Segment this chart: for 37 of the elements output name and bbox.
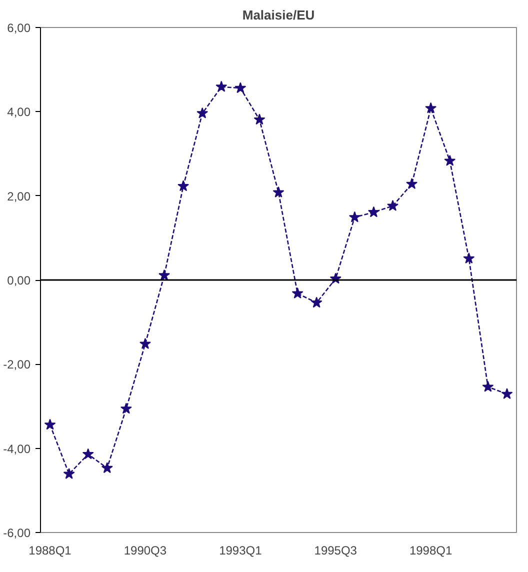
point [44, 418, 56, 430]
point [406, 178, 418, 189]
point [139, 338, 151, 349]
point [120, 402, 132, 414]
point [234, 82, 246, 94]
point [196, 107, 208, 118]
point [444, 154, 456, 166]
y-tick-label: 0,00 [7, 274, 31, 288]
point [101, 462, 113, 474]
x-tick-label: 1993Q1 [219, 544, 262, 558]
point [387, 200, 398, 211]
chart-title: Malaisie/EU [242, 8, 315, 22]
y-tick-label: -4,00 [3, 442, 31, 456]
point [63, 468, 75, 479]
y-tick-label: -2,00 [3, 358, 31, 372]
y-tick-label: 4,00 [7, 105, 31, 120]
point [425, 102, 437, 114]
x-tick-label: 1988Q1 [28, 544, 72, 558]
point [310, 296, 322, 308]
point [292, 287, 304, 298]
y-tick-label: 2,00 [7, 189, 31, 204]
point [482, 380, 494, 392]
y-tick-label: 6,00 [7, 21, 31, 35]
point [82, 448, 94, 460]
point [178, 180, 190, 192]
point [348, 211, 360, 222]
x-tick-label: 1990Q3 [124, 544, 167, 558]
y-tick-label: -6,00 [3, 526, 31, 540]
x-tick-label: 1998Q1 [409, 544, 452, 558]
point [501, 388, 513, 399]
point [463, 252, 475, 264]
x-tick-label: 1995Q3 [314, 544, 358, 558]
point [272, 186, 284, 198]
point [216, 80, 228, 92]
point [254, 114, 266, 125]
point [158, 269, 170, 280]
point [368, 206, 380, 218]
